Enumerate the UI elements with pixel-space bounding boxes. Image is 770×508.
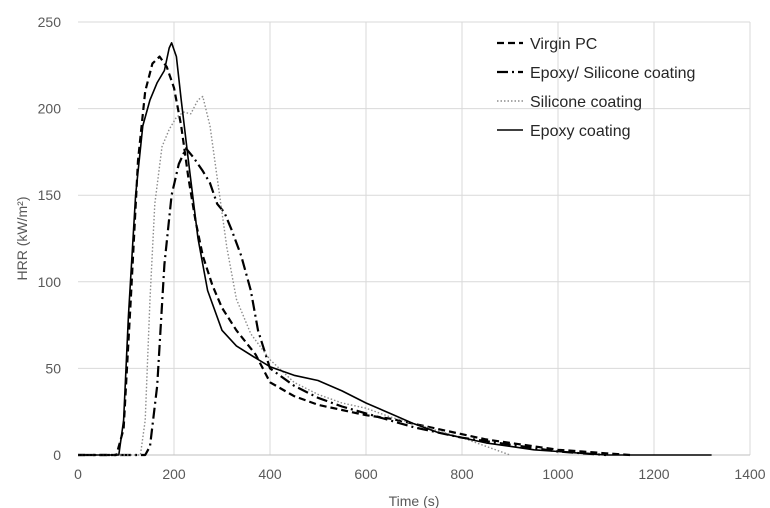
x-tick-label: 1200 <box>638 466 669 482</box>
series-lines <box>78 42 712 457</box>
y-tick-label: 200 <box>38 101 62 117</box>
y-tick-label: 100 <box>38 274 62 290</box>
y-tick-label: 0 <box>53 447 61 463</box>
x-tick-label: 0 <box>74 466 82 482</box>
x-tick-labels: 0 200 400 600 800 1000 1200 1400 <box>74 466 766 482</box>
y-tick-labels: 0 50 100 150 200 250 <box>38 14 62 463</box>
series-line-1 <box>78 147 607 457</box>
legend-label: Silicone coating <box>530 94 642 111</box>
y-tick-label: 150 <box>38 187 62 203</box>
x-tick-label: 1000 <box>542 466 573 482</box>
x-tick-label: 800 <box>450 466 474 482</box>
series-line-3 <box>78 42 712 456</box>
x-tick-label: 1400 <box>734 466 765 482</box>
y-axis-title: HRR (kW/m²) <box>14 197 30 281</box>
legend-label: Epoxy/ Silicone coating <box>530 65 695 82</box>
x-tick-label: 600 <box>354 466 378 482</box>
legend: Virgin PC Epoxy/ Silicone coating Silicone… <box>497 36 695 140</box>
x-tick-label: 400 <box>258 466 282 482</box>
y-tick-label: 250 <box>38 14 62 30</box>
series-line-2 <box>78 95 511 456</box>
x-tick-label: 200 <box>162 466 186 482</box>
legend-label: Epoxy coating <box>530 123 631 140</box>
y-tick-label: 50 <box>45 360 61 376</box>
x-axis-title: Time (s) <box>389 493 440 508</box>
gridlines <box>78 21 751 455</box>
series-line-0 <box>78 55 631 457</box>
legend-label: Virgin PC <box>530 36 597 53</box>
